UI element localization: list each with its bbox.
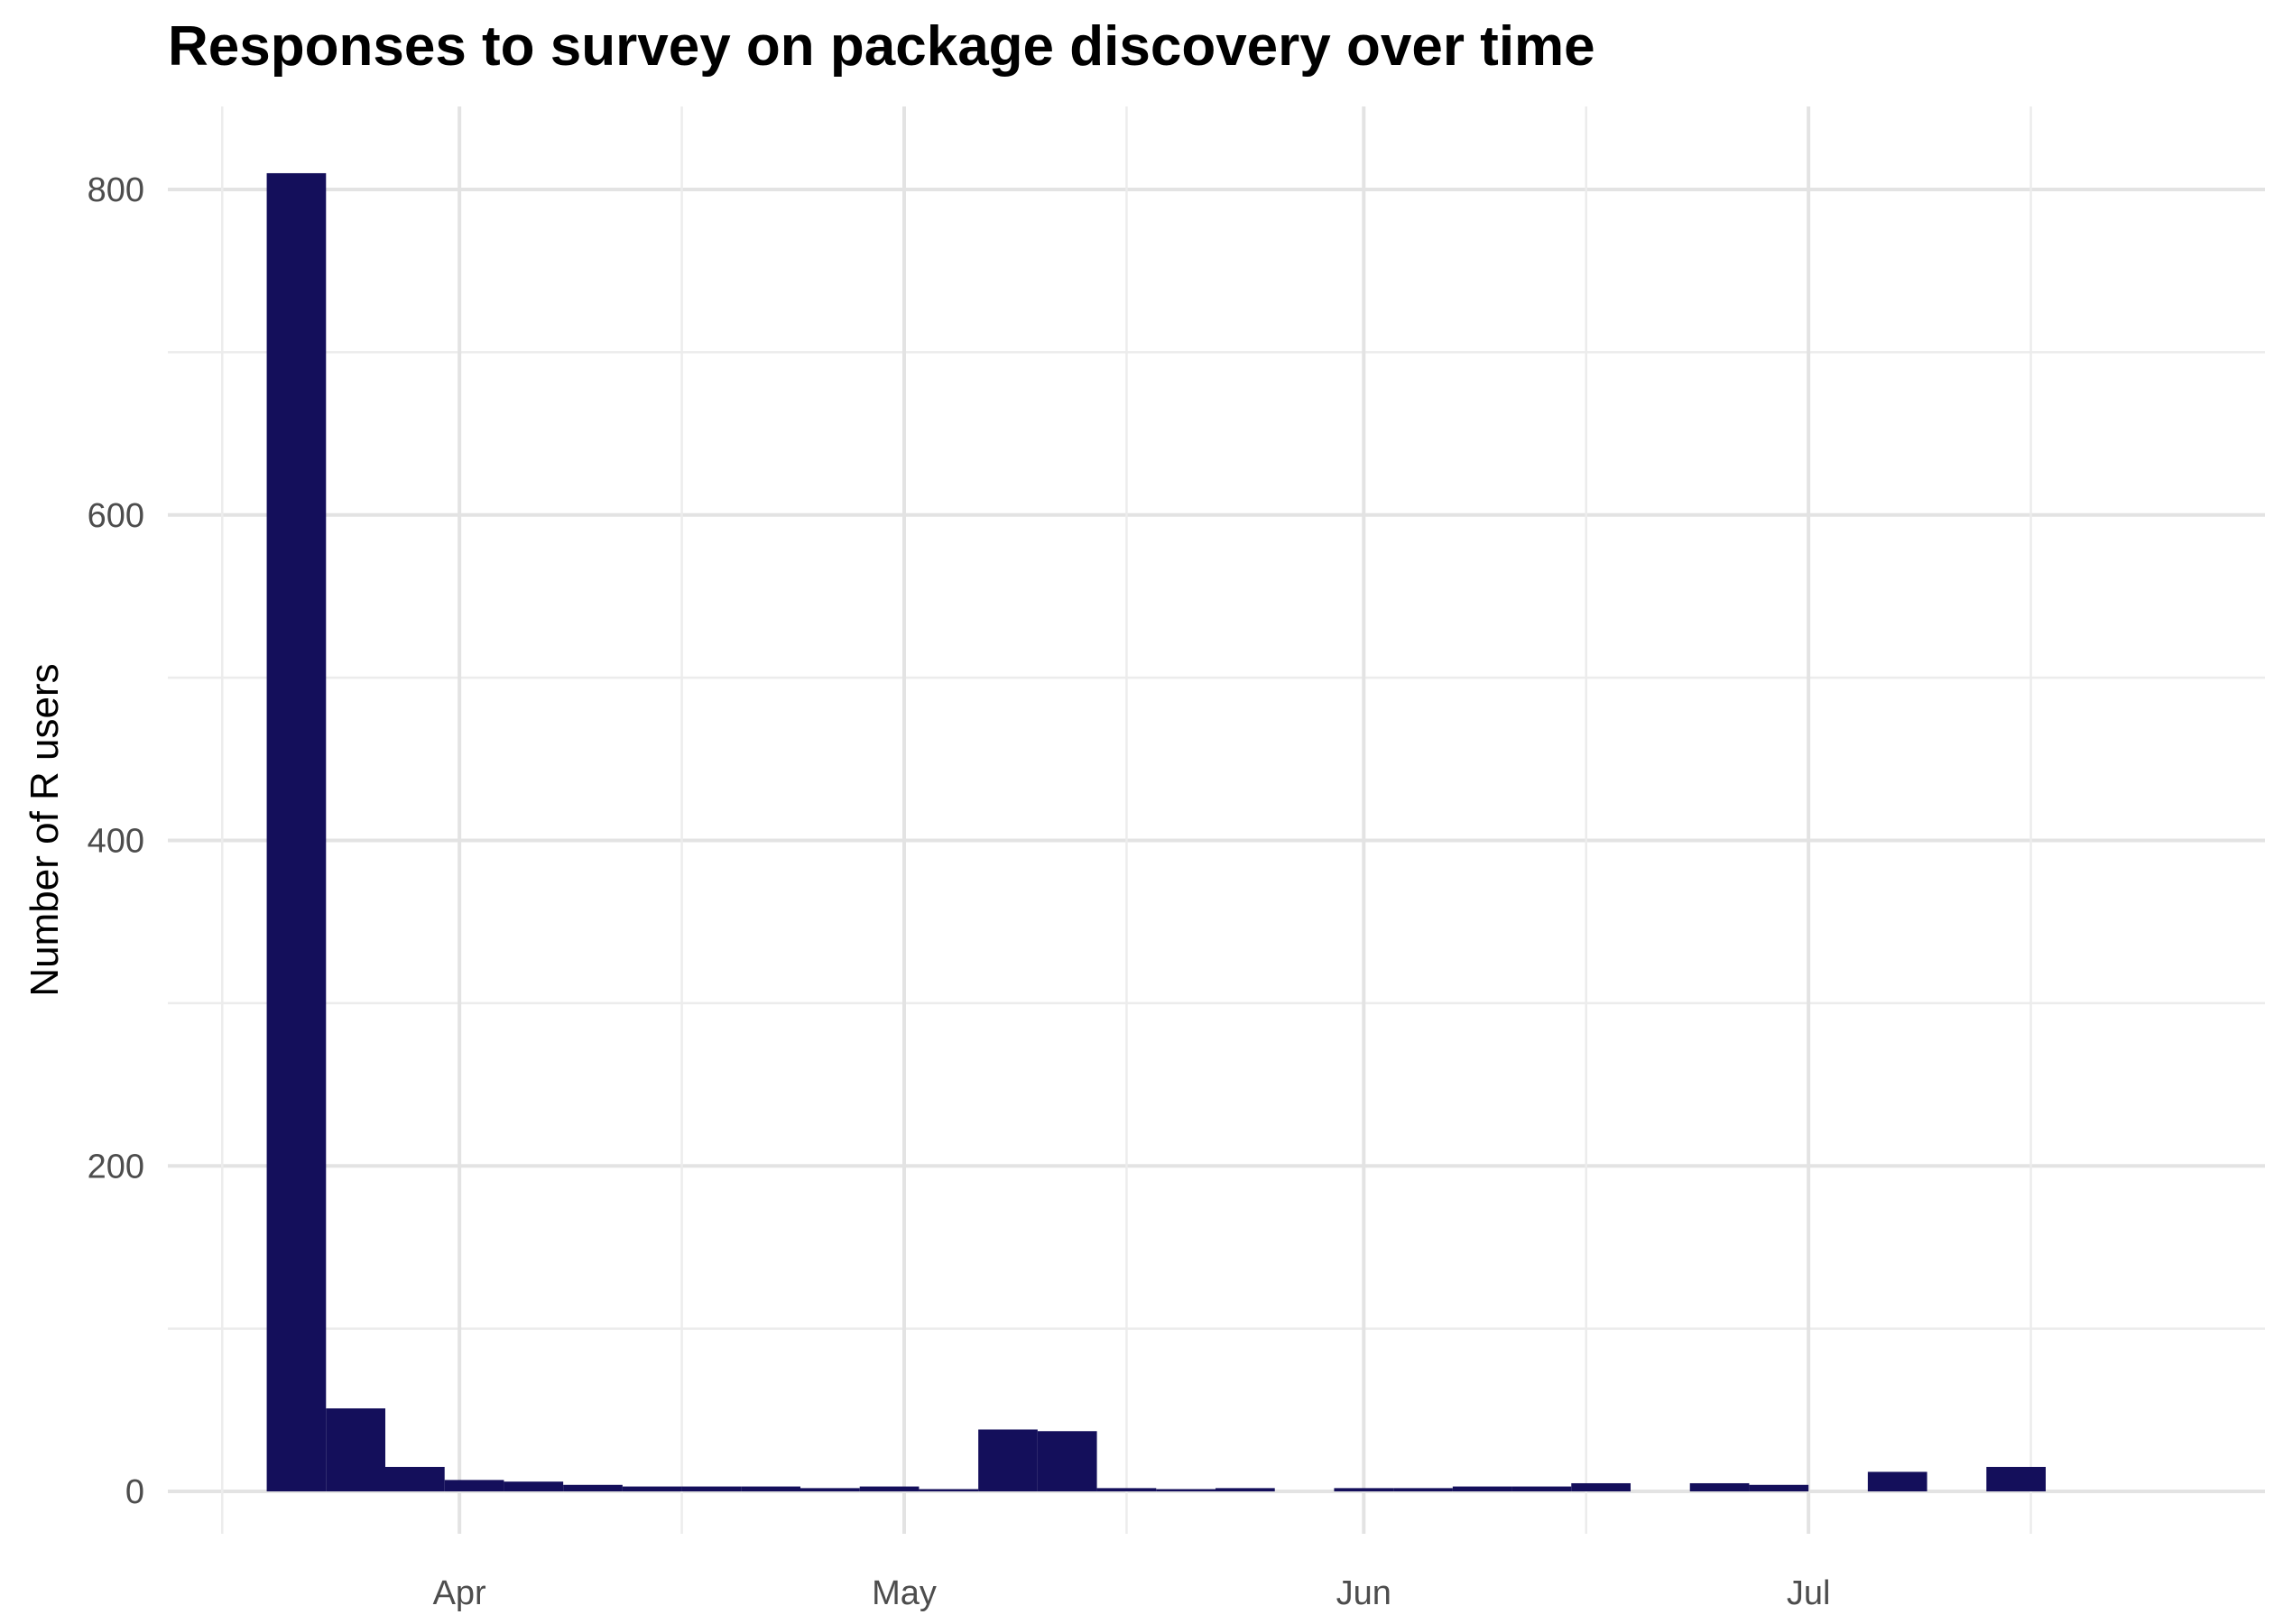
- histogram-bar: [1037, 1431, 1097, 1491]
- histogram-bar: [444, 1480, 504, 1491]
- histogram-bar: [1156, 1489, 1216, 1491]
- y-tick-label: 800: [88, 171, 144, 209]
- x-axis-tick-labels: Apr May Jun Jul: [433, 1574, 1831, 1612]
- histogram-bar: [1216, 1488, 1275, 1491]
- histogram-bar: [1571, 1482, 1631, 1491]
- y-tick-label: 600: [88, 497, 144, 535]
- histogram-bar: [681, 1486, 742, 1491]
- histogram-bar: [919, 1489, 979, 1491]
- histogram-bar: [1689, 1482, 1750, 1491]
- y-tick-label: 400: [88, 823, 144, 861]
- histogram-bar: [1867, 1472, 1927, 1491]
- histogram-bar: [1393, 1488, 1453, 1491]
- y-tick-label: 0: [125, 1473, 144, 1511]
- y-axis-tick-labels: 0 200 400 600 800: [88, 171, 144, 1511]
- histogram-bar: [563, 1484, 623, 1491]
- histogram-bar: [1749, 1484, 1809, 1491]
- histogram-bar: [1334, 1488, 1394, 1491]
- x-tick-label: Jul: [1787, 1574, 1831, 1612]
- x-tick-label: Apr: [433, 1574, 486, 1612]
- histogram-bar: [622, 1486, 682, 1491]
- histogram-bar: [1096, 1488, 1157, 1491]
- histogram-bar: [504, 1481, 564, 1491]
- grid-layer: [168, 106, 2265, 1534]
- histogram-bar: [741, 1486, 800, 1491]
- histogram-bar: [1452, 1486, 1512, 1491]
- y-axis-title: Number of R users: [23, 663, 67, 996]
- histogram-bar: [800, 1488, 860, 1491]
- x-tick-label: May: [872, 1574, 937, 1612]
- bars-layer: [266, 172, 2046, 1491]
- y-tick-label: 200: [88, 1148, 144, 1186]
- histogram-bar: [266, 172, 327, 1491]
- histogram-bar: [978, 1429, 1038, 1491]
- histogram-bar: [859, 1486, 920, 1491]
- histogram-bar: [1986, 1466, 2046, 1491]
- x-tick-label: Jun: [1336, 1574, 1391, 1612]
- histogram-bar: [1511, 1486, 1572, 1491]
- histogram-bar: [385, 1466, 445, 1491]
- histogram-bar: [326, 1408, 385, 1491]
- chart-title: Responses to survey on package discovery…: [168, 15, 1595, 78]
